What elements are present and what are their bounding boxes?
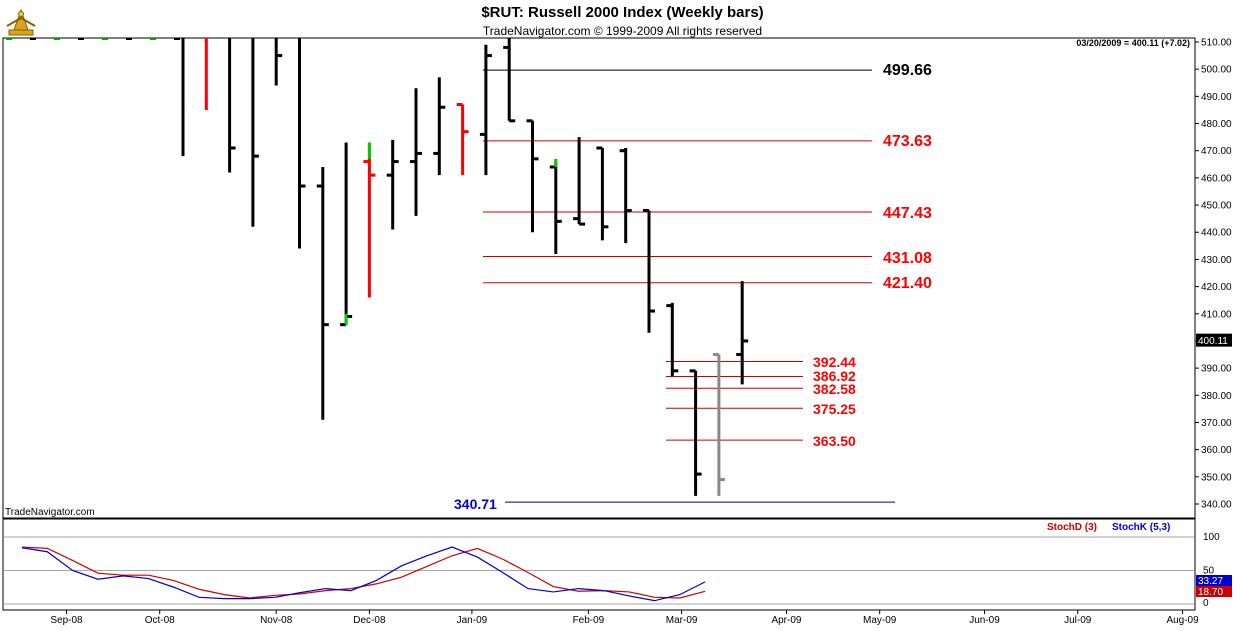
stoch-level-label: 0 [1203, 598, 1209, 609]
ohlc-bar [503, 38, 516, 123]
y-tick-label: 390.00 [1201, 364, 1232, 375]
x-tick-label: Jul-09 [1064, 615, 1092, 626]
ohlc-bar [666, 302, 679, 377]
level-label: 382.58 [813, 381, 856, 397]
chart-title: $RUT: Russell 2000 Index (Weekly bars) [481, 4, 764, 21]
ohlc-bar [619, 147, 632, 244]
level-label: 386.92 [813, 368, 856, 384]
ohlc-bar [181, 38, 185, 157]
price-readout: 03/20/2009 = 400.11 (+7.02) [1076, 38, 1190, 48]
ohlc-bar [433, 77, 446, 176]
stochk-legend: StochK (5,3) [1112, 522, 1171, 533]
level-label: 363.50 [813, 433, 856, 449]
y-tick-label: 500.00 [1201, 65, 1232, 76]
ohlc-bar [689, 369, 702, 496]
level-label: 473.63 [883, 133, 932, 150]
current-price-badge [1196, 333, 1232, 347]
x-tick-label: Apr-09 [771, 615, 801, 626]
ohlc-bar [712, 353, 725, 496]
ohlc-bar [274, 38, 283, 86]
x-tick-label: Mar-09 [666, 615, 698, 626]
y-tick-label: 360.00 [1201, 445, 1232, 456]
level-label: 375.25 [813, 401, 856, 417]
x-tick-label: Aug-09 [1166, 615, 1199, 626]
y-tick-label: 460.00 [1201, 173, 1232, 184]
ohlc-bar [596, 146, 609, 241]
stochd-value-badge [1196, 586, 1232, 597]
stochd-line [21, 546, 706, 599]
ohlc-bar [526, 119, 539, 233]
ohlc-bar [456, 103, 469, 176]
ohlc-bar [410, 88, 422, 216]
y-tick-label: 370.00 [1201, 418, 1232, 429]
ohlc-bar [736, 281, 749, 385]
y-tick-label: 340.00 [1201, 500, 1232, 511]
y-tick-label: 470.00 [1201, 146, 1232, 157]
stochk-value-badge [1196, 575, 1232, 586]
y-tick-label: 350.00 [1201, 472, 1232, 483]
y-tick-label: 450.00 [1201, 201, 1232, 212]
level-label: 447.43 [883, 205, 932, 222]
ohlc-bar [340, 142, 353, 327]
ohlc-bar [316, 167, 329, 420]
x-tick-label: Sep-08 [50, 615, 83, 626]
ohlc-bar [386, 139, 399, 230]
ohlc-bar [228, 38, 236, 173]
indicator-panel-frame [2, 518, 1196, 611]
y-tick-label: 430.00 [1201, 255, 1232, 266]
stochd-legend: StochD (3) [1047, 522, 1097, 533]
y-tick-label: 490.00 [1201, 92, 1232, 103]
y-tick-label: 380.00 [1201, 391, 1232, 402]
ohlc-bar [573, 137, 586, 226]
x-tick-label: Dec-08 [353, 615, 386, 626]
x-tick-label: Nov-08 [260, 615, 293, 626]
stochd-value-label: 18.70 [1198, 587, 1223, 598]
price-panel-frame [2, 37, 1196, 519]
source-credit: TradeNavigator.com [5, 507, 95, 518]
stochk-line [21, 546, 706, 602]
x-tick-label: Jun-09 [969, 615, 1000, 626]
x-tick-label: Feb-09 [573, 615, 605, 626]
current-price-label: 400.11 [1198, 336, 1228, 347]
ohlc-bar [549, 158, 562, 254]
stochk-value-label: 33.27 [1198, 576, 1223, 587]
level-label: 421.40 [883, 275, 932, 292]
level-label: 340.71 [454, 496, 497, 512]
ohlc-bar [643, 208, 655, 333]
x-tick-label: Oct-08 [145, 615, 175, 626]
level-label: 392.44 [813, 354, 856, 370]
ohlc-bar [251, 38, 259, 227]
x-tick-label: May-09 [863, 615, 897, 626]
x-tick-label: Jan-09 [457, 615, 488, 626]
y-tick-label: 410.00 [1201, 309, 1232, 320]
y-tick-label: 440.00 [1201, 228, 1232, 239]
y-tick-label: 510.00 [1201, 38, 1232, 49]
trade-navigator-logo [4, 6, 38, 38]
stoch-level-label: 50 [1203, 566, 1215, 577]
y-tick-label: 480.00 [1201, 119, 1232, 130]
y-tick-label: 420.00 [1201, 282, 1232, 293]
stoch-level-label: 100 [1203, 532, 1220, 543]
ohlc-bar [479, 44, 492, 176]
level-label: 499.66 [883, 62, 932, 79]
ohlc-bar [204, 38, 208, 110]
ohlc-bar [363, 142, 376, 298]
chart-subtitle: TradeNavigator.com © 1999-2009 All right… [482, 24, 763, 38]
ohlc-bar [298, 38, 306, 249]
level-label: 431.08 [883, 250, 932, 267]
